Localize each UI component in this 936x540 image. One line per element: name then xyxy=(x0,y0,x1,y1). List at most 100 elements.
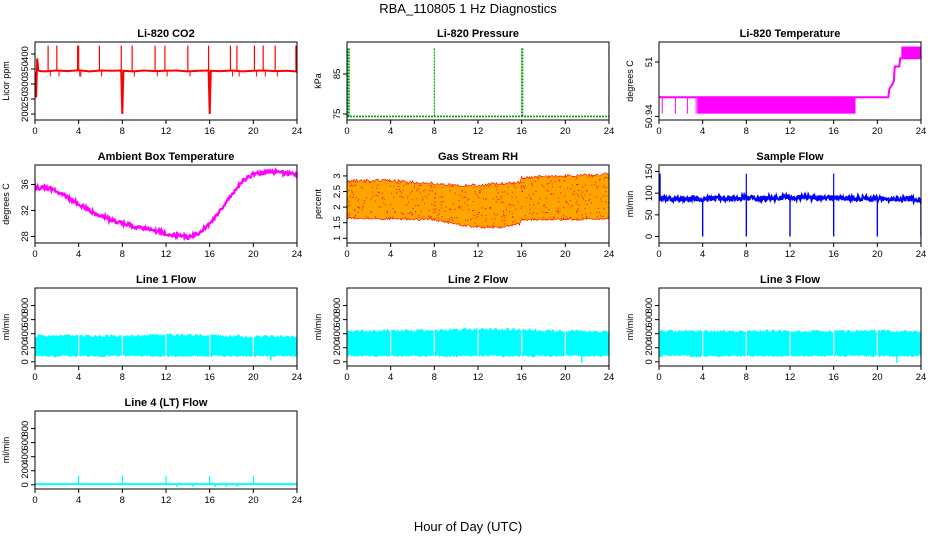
series-point xyxy=(391,192,393,194)
series-point xyxy=(569,217,571,219)
y-axis-label: degrees C xyxy=(625,60,635,102)
series-point xyxy=(433,186,435,188)
x-tick-label: 0 xyxy=(656,126,661,137)
series-point xyxy=(575,211,577,213)
series-point xyxy=(472,201,474,203)
series-point xyxy=(515,208,517,210)
series-point xyxy=(523,181,525,183)
y-tick-label: 400 xyxy=(20,449,31,465)
series-point xyxy=(389,185,391,187)
x-tick-label: 12 xyxy=(161,126,172,137)
series-point xyxy=(585,213,587,215)
series-point xyxy=(414,205,416,207)
series-point xyxy=(491,218,493,220)
x-tick-label: 20 xyxy=(248,372,259,383)
series-point xyxy=(497,213,499,215)
y-tick-label: 0 xyxy=(20,482,31,487)
plot-area xyxy=(347,48,609,118)
series-point xyxy=(348,201,350,203)
x-tick-label: 4 xyxy=(76,249,81,260)
series-point xyxy=(482,198,484,200)
series-point xyxy=(398,185,400,187)
series-point xyxy=(450,217,452,219)
series-point xyxy=(591,184,593,186)
series-point xyxy=(558,201,560,203)
chart-panel: Li-820 Temperature degrees C 0 4 8 12 16 20 24 50… xyxy=(625,28,926,137)
series-point xyxy=(530,198,532,200)
panel-title: Sample Flow xyxy=(756,151,824,163)
series-point xyxy=(410,192,412,194)
series-point xyxy=(436,214,438,216)
series-point xyxy=(350,184,352,186)
series-point xyxy=(564,176,566,178)
series-point xyxy=(372,186,374,188)
series-point xyxy=(532,193,534,195)
x-tick-label: 20 xyxy=(560,249,571,260)
x-tick-label: 20 xyxy=(560,372,571,383)
series-point xyxy=(543,186,545,188)
series-point xyxy=(605,187,607,189)
series-point xyxy=(481,214,483,216)
y-axis-label: ml/min xyxy=(625,191,635,218)
series-point xyxy=(580,194,582,196)
y-axis-label: ml/min xyxy=(1,314,11,341)
series-point xyxy=(520,182,522,184)
series-point xyxy=(578,195,580,197)
series-point xyxy=(563,218,565,220)
series-point xyxy=(427,215,429,217)
series-point xyxy=(407,203,409,205)
x-tick-label: 8 xyxy=(432,249,437,260)
series-point xyxy=(441,207,443,209)
x-tick-label: 4 xyxy=(76,126,81,137)
series-point xyxy=(507,186,509,188)
x-axis-title: Hour of Day (UTC) xyxy=(414,519,522,534)
series-point xyxy=(576,210,578,212)
series-point xyxy=(597,185,599,187)
series-point xyxy=(438,213,440,215)
series-point xyxy=(538,177,540,179)
plot-frame xyxy=(34,287,298,367)
series-point xyxy=(539,198,541,200)
series-point xyxy=(458,207,460,209)
plot-area xyxy=(659,46,921,114)
series-point xyxy=(521,187,523,189)
x-tick-label: 8 xyxy=(120,372,125,383)
x-tick-label: 8 xyxy=(744,126,749,137)
series-point xyxy=(414,185,416,187)
series-point xyxy=(359,207,361,209)
series-point xyxy=(559,180,561,182)
x-tick-label: 24 xyxy=(916,126,927,137)
series-point xyxy=(512,221,514,223)
x-tick-label: 24 xyxy=(916,372,927,383)
series-point xyxy=(416,190,418,192)
series-point xyxy=(351,185,353,187)
y-tick-label: 0 xyxy=(644,359,655,364)
series-point xyxy=(479,192,481,194)
y-tick-label: 400 xyxy=(644,326,655,342)
series-point xyxy=(386,210,388,212)
series-point xyxy=(478,197,480,199)
series-point xyxy=(554,181,556,183)
series-point xyxy=(370,181,372,183)
series-point xyxy=(477,215,479,217)
y-tick-label: 200 xyxy=(332,340,343,356)
series-point xyxy=(533,204,535,206)
series-point xyxy=(545,212,547,214)
series-point xyxy=(480,189,482,191)
series-point xyxy=(405,204,407,206)
series-point xyxy=(506,193,508,195)
series-point xyxy=(508,211,510,213)
x-tick-label: 24 xyxy=(604,126,615,137)
series-point xyxy=(504,219,506,221)
chart-panel: Gas Stream RH percent 0 4 8 12 16 20 24 1 1.5 2 2.5 3 xyxy=(313,151,614,260)
series-point xyxy=(420,184,422,186)
series-point xyxy=(492,224,494,226)
panel-title: Line 2 Flow xyxy=(448,274,508,286)
series-point xyxy=(354,216,356,218)
series-point xyxy=(450,209,452,211)
series-point xyxy=(543,205,545,207)
series-point xyxy=(418,216,420,218)
series-point xyxy=(441,196,443,198)
series-point xyxy=(523,187,525,189)
series-point xyxy=(357,200,359,202)
